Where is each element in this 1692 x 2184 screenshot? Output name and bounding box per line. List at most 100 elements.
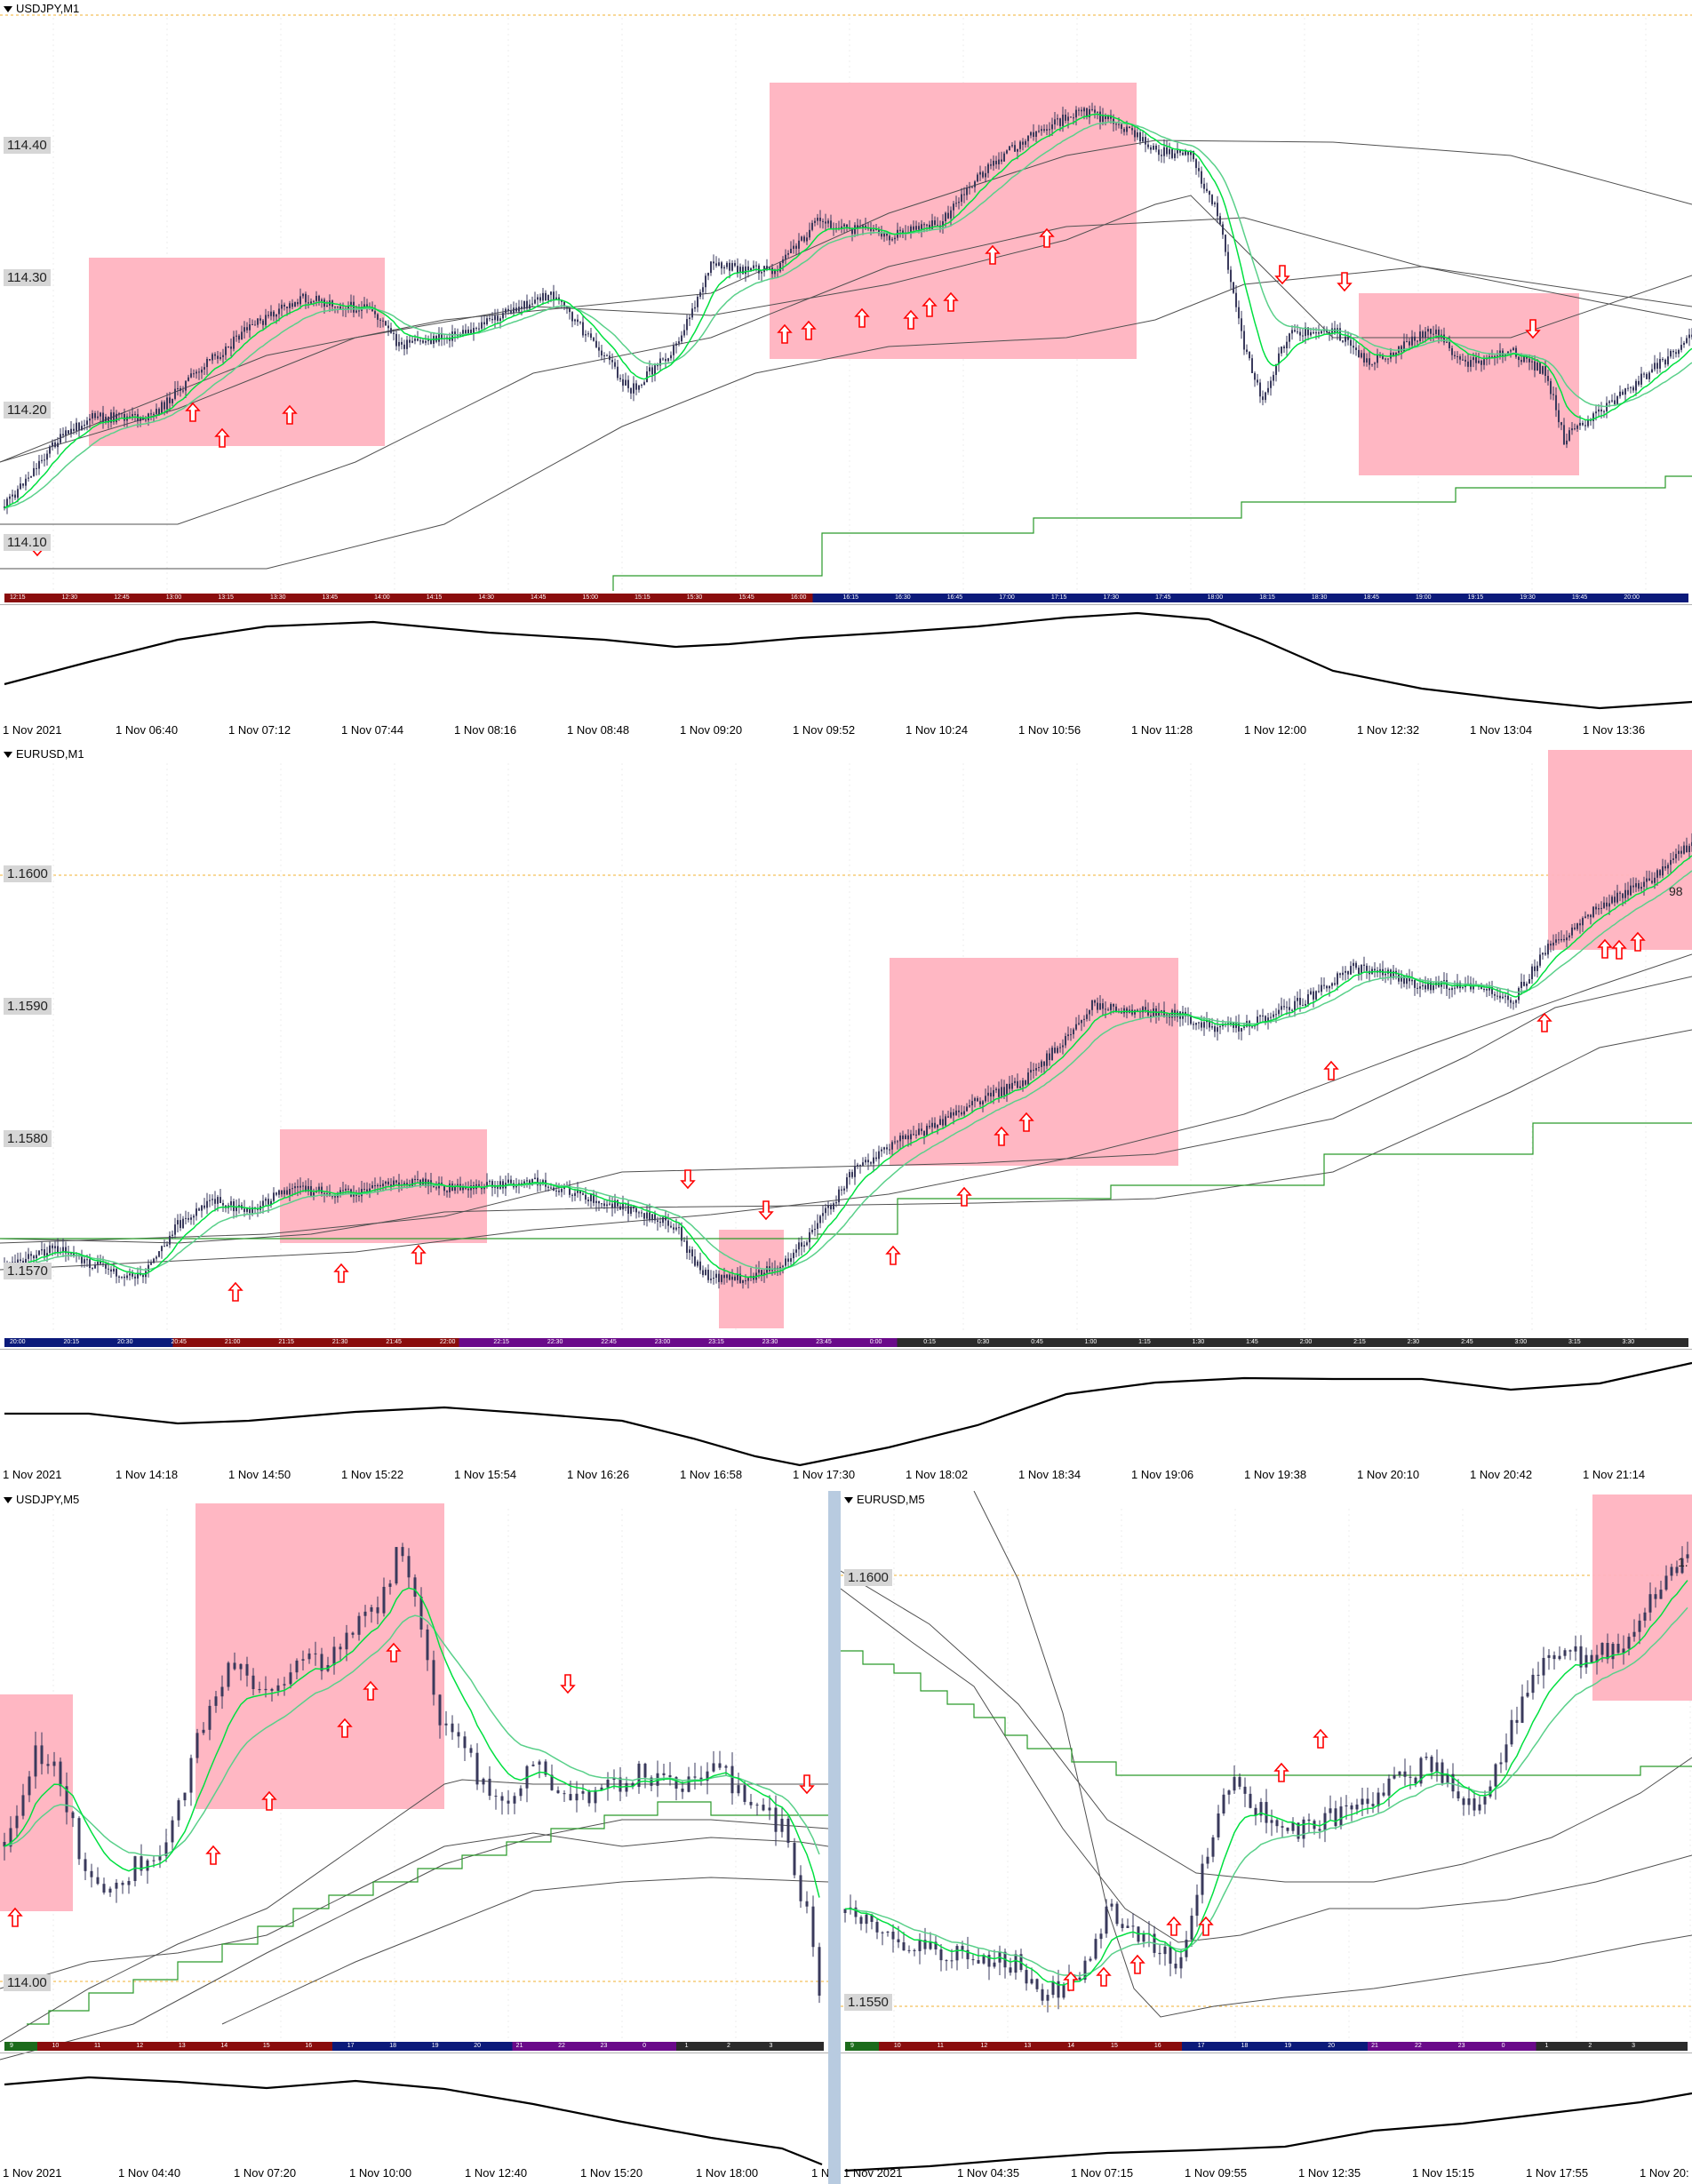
candle-body — [46, 1764, 50, 1766]
candle-body — [793, 245, 794, 250]
highlight-box — [1592, 1495, 1692, 1701]
candle-body — [641, 385, 642, 387]
candle-body — [805, 1901, 809, 1907]
collapse-icon[interactable] — [4, 6, 12, 13]
candle-body — [1139, 132, 1141, 142]
session-label: 21:15 — [278, 1339, 294, 1345]
candle-body — [579, 1191, 581, 1194]
collapse-icon[interactable] — [4, 1497, 12, 1504]
time-axis-label: 1 Nov 19:38 — [1244, 1468, 1307, 1481]
candle-body — [729, 262, 730, 271]
candle-body — [902, 1941, 906, 1951]
candle-body — [846, 224, 848, 227]
arrow-up-icon — [922, 297, 938, 317]
candle-body — [491, 1181, 493, 1188]
candle-body — [275, 1192, 277, 1195]
candle-body — [902, 230, 904, 234]
candle-body — [787, 253, 789, 255]
candle-body — [1606, 403, 1608, 411]
candle-body — [1611, 897, 1613, 904]
candle-body — [411, 1179, 413, 1186]
candle-body — [305, 293, 307, 303]
candle-body — [1009, 1083, 1010, 1089]
candle-body — [630, 1207, 632, 1214]
indicator-separator[interactable] — [841, 2052, 1692, 2053]
candle-body — [1675, 352, 1677, 355]
chart-panel-usdjpy-m5[interactable]: USDJPY,M5 114.00 9 10 11 12 13 14 15 16 17 18 19 20… — [0, 1491, 828, 2184]
candle-body — [270, 1688, 274, 1691]
collapse-icon[interactable] — [4, 752, 12, 759]
candle-body — [505, 308, 507, 314]
chart-panel-eurusd-m5[interactable]: EURUSD,M5 1.1600 1.1550 1. 9 10 11 12 13 14 15… — [841, 1491, 1692, 2184]
candle-body — [193, 1216, 195, 1218]
candle-body — [1211, 195, 1213, 204]
candle-body — [1110, 115, 1112, 119]
candle-body — [1153, 145, 1154, 150]
candle-body — [1406, 976, 1408, 984]
candle-body — [979, 171, 981, 175]
candle-body — [799, 1875, 802, 1901]
session-label: 21 — [1371, 2043, 1378, 2049]
candle-body — [830, 1205, 832, 1210]
collapse-icon[interactable] — [844, 1497, 853, 1504]
session-label: 23:30 — [762, 1339, 778, 1345]
indicator-separator[interactable] — [0, 604, 1692, 605]
candle-body — [1006, 150, 1008, 154]
candle-body — [1238, 1776, 1241, 1787]
candle-body — [950, 1112, 952, 1118]
arrow-up-icon — [985, 244, 1001, 265]
candle-body — [606, 355, 608, 357]
candle-body — [1526, 1693, 1529, 1697]
arrow-up-icon — [1198, 1916, 1214, 1936]
session-label: 17:30 — [1103, 594, 1119, 601]
candle-body — [693, 1776, 697, 1778]
session-label: 22:00 — [439, 1339, 456, 1345]
chart-panel-usdjpy-m1[interactable]: USDJPY,M1 114.40 114.30 114.20 114.10 12… — [0, 0, 1692, 739]
candle-body — [718, 1763, 722, 1768]
indicator-separator[interactable] — [0, 2052, 828, 2053]
panel-splitter[interactable] — [828, 1491, 841, 2184]
candle-body — [878, 228, 880, 234]
candle-body — [926, 1126, 928, 1136]
candle-body — [1281, 1006, 1282, 1010]
candle-body — [475, 1752, 479, 1785]
candle-body — [470, 329, 472, 334]
candle-body — [526, 300, 528, 309]
candle-body — [1563, 425, 1565, 445]
candle-body — [630, 387, 632, 394]
candle-body — [1302, 335, 1304, 337]
chart-panel-eurusd-m1[interactable]: EURUSD,M1 1.1600 1.1590 1.1580 1.1570 98… — [0, 745, 1692, 1485]
candle-body — [913, 226, 914, 230]
candle-body — [36, 1255, 37, 1259]
candle-body — [105, 1264, 107, 1269]
candle-body — [1672, 858, 1674, 860]
candle-body — [691, 1249, 693, 1257]
candle-body — [76, 422, 77, 431]
candle-body — [910, 226, 912, 233]
candle-body — [947, 212, 949, 219]
candle-body — [294, 1186, 296, 1189]
candle-body — [15, 1815, 19, 1829]
time-axis-label: 1 Nov 12:35 — [1298, 2166, 1361, 2180]
candle-body — [1510, 1000, 1512, 1003]
candle-body — [801, 236, 802, 241]
candle-body — [379, 1184, 381, 1187]
candle-body — [515, 307, 517, 312]
candle-body — [235, 1207, 237, 1212]
candle-body — [1286, 1827, 1289, 1831]
candle-body — [388, 1583, 392, 1587]
indicator-separator[interactable] — [0, 1349, 1692, 1350]
candle-body — [1560, 422, 1562, 426]
candle-body — [686, 319, 688, 331]
candle-body — [1073, 1029, 1074, 1035]
candle-body — [865, 1160, 866, 1163]
time-axis-label: 1 Nov 15:15 — [1412, 2166, 1475, 2180]
candle-body — [1078, 1977, 1081, 1981]
candle-body — [233, 336, 235, 349]
candle-body — [1427, 329, 1429, 332]
candle-body — [1062, 1045, 1064, 1048]
candle-body — [1473, 357, 1474, 361]
candle-body — [323, 1192, 325, 1194]
candle-body — [1273, 374, 1274, 381]
candle-body — [651, 1214, 653, 1221]
